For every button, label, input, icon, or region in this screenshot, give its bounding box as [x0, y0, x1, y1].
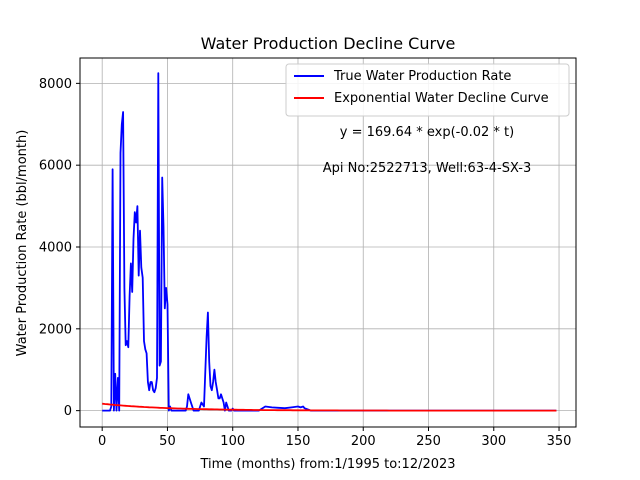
x-tick-label: 100	[220, 434, 245, 449]
legend-label-true-rate: True Water Production Rate	[333, 69, 511, 84]
x-tick-label: 250	[416, 434, 441, 449]
y-axis-label: Water Production Rate (bbl/month)	[15, 130, 30, 357]
y-tick-label: 6000	[39, 159, 72, 174]
x-tick-label: 150	[286, 434, 311, 449]
equation-annotation: y = 169.64 * exp(-0.02 * t)	[340, 125, 514, 140]
x-tick-label: 350	[547, 434, 572, 449]
well-annotation: Api No:2522713, Well:63-4-SX-3	[323, 161, 531, 176]
x-tick-label: 0	[98, 434, 106, 449]
series-exponential-decline-line	[102, 402, 557, 412]
x-axis-label: Time (months) from:1/1995 to:12/2023	[199, 457, 455, 472]
x-tick-label: 300	[481, 434, 506, 449]
y-tick-label: 4000	[39, 241, 72, 256]
legend-label-exponential: Exponential Water Decline Curve	[334, 91, 549, 106]
x-tick-label: 50	[159, 434, 176, 449]
x-tick-label: 200	[351, 434, 376, 449]
chart-title: Water Production Decline Curve	[201, 34, 456, 53]
legend: True Water Production Rate Exponential W…	[285, 63, 570, 117]
plot-area: 0 50 100 150 200 250 300 350 0 2000 4000 6000 8000	[39, 57, 577, 449]
y-tick-label: 0	[64, 404, 72, 419]
y-tick-label: 2000	[39, 322, 72, 337]
legend-box	[285, 63, 570, 117]
axes-frame	[79, 57, 577, 428]
y-tick-label: 8000	[39, 77, 72, 92]
